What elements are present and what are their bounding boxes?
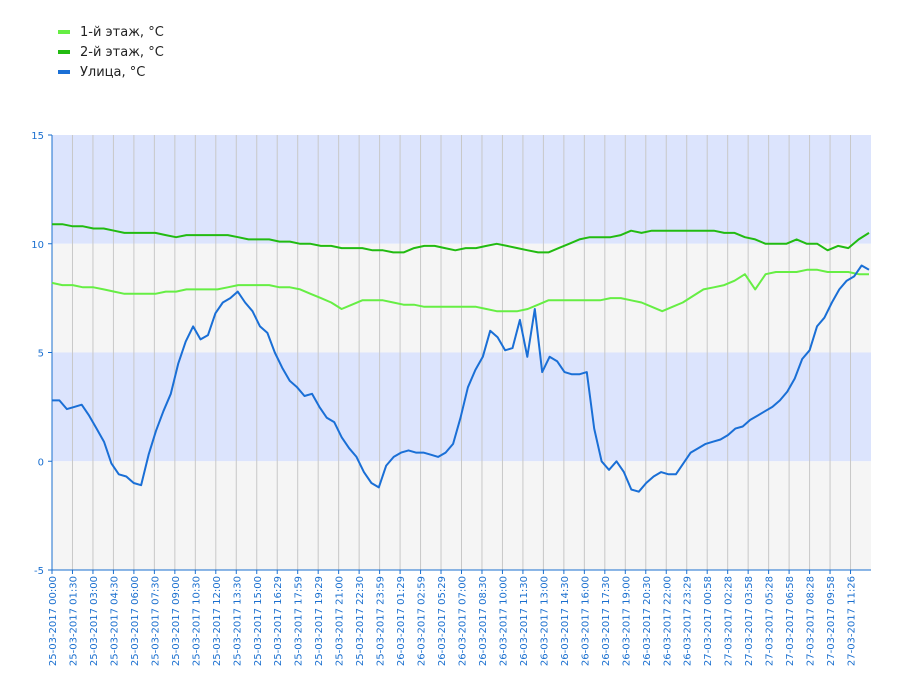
series-line-street xyxy=(52,264,870,493)
x-tick-label-24: 26-03-2017 13:00 xyxy=(539,576,550,666)
legend-item-street[interactable]: Улица, °С xyxy=(58,62,164,82)
x-tick-label-29: 26-03-2017 20:30 xyxy=(642,576,653,666)
x-tick-label-37: 27-03-2017 08:28 xyxy=(806,576,817,666)
legend-label-floor1: 1-й этаж, °С xyxy=(80,24,164,40)
x-tick-label-30: 26-03-2017 22:00 xyxy=(662,576,673,666)
x-tick-label-7: 25-03-2017 10:30 xyxy=(191,576,202,666)
x-tick-label-4: 25-03-2017 06:00 xyxy=(130,576,141,666)
x-tick-label-22: 26-03-2017 10:00 xyxy=(498,576,509,666)
x-tick-label-14: 25-03-2017 21:00 xyxy=(335,576,346,666)
x-tick-label-18: 26-03-2017 02:59 xyxy=(417,576,428,666)
x-tick-label-17: 26-03-2017 01:29 xyxy=(396,576,407,666)
x-tick-label-13: 25-03-2017 19:29 xyxy=(314,576,325,666)
x-tick-label-26: 26-03-2017 16:00 xyxy=(580,576,591,666)
x-tick-label-2: 25-03-2017 03:00 xyxy=(89,576,100,666)
legend-item-floor1[interactable]: 1-й этаж, °С xyxy=(58,22,164,42)
y-tick-label-1: 10 xyxy=(31,240,44,251)
x-tick-label-38: 27-03-2017 09:58 xyxy=(826,576,837,666)
x-tick-label-6: 25-03-2017 09:00 xyxy=(171,576,182,666)
legend-swatch-street xyxy=(58,70,70,74)
x-tick-label-34: 27-03-2017 03:58 xyxy=(744,576,755,666)
x-tick-label-28: 26-03-2017 19:00 xyxy=(621,576,632,666)
x-tick-label-12: 25-03-2017 17:59 xyxy=(294,576,305,666)
x-tick-label-19: 26-03-2017 05:29 xyxy=(437,576,448,666)
legend-label-street: Улица, °С xyxy=(80,64,146,80)
legend: 1-й этаж, °С 2-й этаж, °С Улица, °С xyxy=(58,22,164,82)
x-tick-label-33: 27-03-2017 02:28 xyxy=(724,576,735,666)
y-tick-label-2: 5 xyxy=(38,349,44,360)
x-tick-label-20: 26-03-2017 07:00 xyxy=(458,576,469,666)
x-tick-label-32: 27-03-2017 00:58 xyxy=(703,576,714,666)
x-tick-label-36: 27-03-2017 06:58 xyxy=(785,576,796,666)
x-tick-label-8: 25-03-2017 12:00 xyxy=(212,576,223,666)
y-tick-label-0: 15 xyxy=(31,131,44,142)
legend-swatch-floor1 xyxy=(58,30,70,34)
legend-item-floor2[interactable]: 2-й этаж, °С xyxy=(58,42,164,62)
x-tick-label-15: 25-03-2017 22:30 xyxy=(355,576,366,666)
series-line-floor2 xyxy=(52,223,870,254)
x-tick-label-16: 25-03-2017 23:59 xyxy=(376,576,387,666)
x-tick-label-25: 26-03-2017 14:30 xyxy=(560,576,571,666)
x-tick-label-11: 25-03-2017 16:29 xyxy=(273,576,284,666)
x-tick-label-0: 25-03-2017 00:00 xyxy=(48,576,59,666)
x-tick-label-5: 25-03-2017 07:30 xyxy=(150,576,161,666)
x-tick-label-39: 27-03-2017 11:26 xyxy=(847,576,858,666)
x-tick-label-23: 26-03-2017 11:30 xyxy=(519,576,530,666)
x-tick-label-1: 25-03-2017 01:30 xyxy=(68,576,79,666)
x-tick-label-31: 26-03-2017 23:29 xyxy=(683,576,694,666)
legend-label-floor2: 2-й этаж, °С xyxy=(80,44,164,60)
x-tick-label-21: 26-03-2017 08:30 xyxy=(478,576,489,666)
x-tick-label-3: 25-03-2017 04:30 xyxy=(109,576,120,666)
legend-swatch-floor2 xyxy=(58,50,70,54)
x-tick-label-10: 25-03-2017 15:00 xyxy=(253,576,264,666)
x-tick-label-27: 26-03-2017 17:30 xyxy=(601,576,612,666)
y-tick-label-4: -5 xyxy=(34,566,44,577)
y-tick-label-3: 0 xyxy=(38,457,44,468)
series-line-floor1 xyxy=(51,268,869,313)
x-tick-label-35: 27-03-2017 05:28 xyxy=(765,576,776,666)
x-tick-label-9: 25-03-2017 13:30 xyxy=(232,576,243,666)
